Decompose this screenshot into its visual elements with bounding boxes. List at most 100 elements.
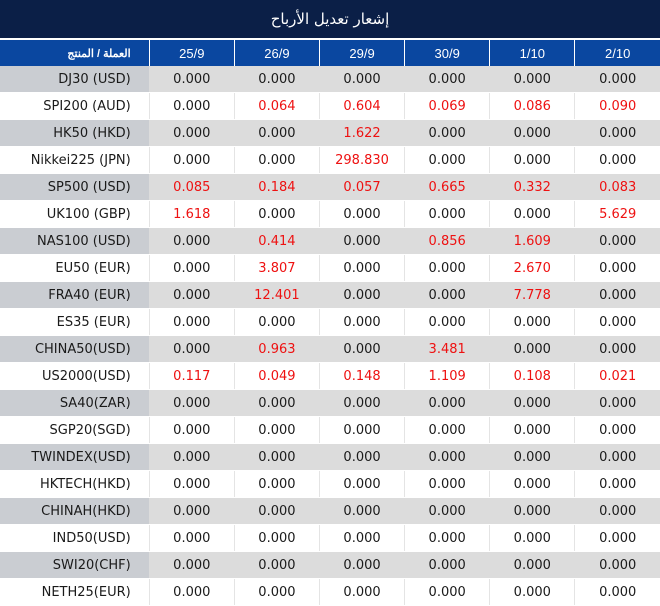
dividend-value: 0.000 <box>404 308 490 336</box>
dividend-value: 0.000 <box>489 308 575 336</box>
table-row: NAS100 (USD) 0.000 0.414 0.000 0.856 1.609 0.0… <box>0 227 660 255</box>
dividend-value: 0.000 <box>489 578 575 606</box>
table-row: SA40(ZAR) 0.000 0.000 0.000 0.000 0.000 0.000 <box>0 389 660 417</box>
product-name: EU50 (EUR) <box>0 254 150 282</box>
dividend-value: 0.000 <box>148 66 235 93</box>
header-date: 25/9 <box>148 40 235 66</box>
dividend-value: 0.000 <box>233 389 320 417</box>
dividend-value: 0.000 <box>489 66 575 93</box>
dividend-value: 0.000 <box>148 254 235 282</box>
dividend-value: 0.000 <box>148 92 235 120</box>
dividend-value: 0.000 <box>318 308 405 336</box>
dividend-value: 0.000 <box>404 200 490 228</box>
table-row: HKTECH(HKD) 0.000 0.000 0.000 0.000 0.000 0.00… <box>0 470 660 498</box>
dividend-value: 0.000 <box>233 551 320 579</box>
product-name: FRA40 (EUR) <box>0 281 150 309</box>
dividend-value: 0.000 <box>148 497 235 525</box>
header-row: العملة / المنتج 25/9 26/9 29/9 30/9 1/10… <box>0 40 660 66</box>
product-name: SGP20(SGD) <box>0 416 150 444</box>
dividend-value: 0.000 <box>318 578 405 606</box>
dividend-value: 0.000 <box>404 66 490 93</box>
dividend-value: 0.000 <box>318 254 405 282</box>
dividend-value: 0.000 <box>233 578 320 606</box>
product-name: DJ30 (USD) <box>0 66 150 93</box>
table-row: SWI20(CHF) 0.000 0.000 0.000 0.000 0.000 0.000 <box>0 551 660 579</box>
dividend-value: 0.117 <box>148 362 235 390</box>
dividend-value: 1.622 <box>318 119 405 147</box>
dividend-value: 2.670 <box>489 254 575 282</box>
dividend-value: 0.000 <box>233 497 320 525</box>
table-row: US2000(USD) 0.117 0.049 0.148 1.109 0.108 0.02… <box>0 362 660 390</box>
dividend-value: 12.401 <box>233 281 320 309</box>
dividend-value: 0.086 <box>489 92 575 120</box>
dividend-value: 0.090 <box>574 92 660 120</box>
dividend-value: 0.000 <box>404 443 490 471</box>
dividend-value: 0.000 <box>574 146 660 174</box>
dividend-value: 0.000 <box>489 416 575 444</box>
product-name: HK50 (HKD) <box>0 119 150 147</box>
product-name: IND50(USD) <box>0 524 150 552</box>
header-product: العملة / المنتج <box>0 40 150 66</box>
dividend-value: 1.609 <box>489 227 575 255</box>
table-row: SP500 (USD) 0.085 0.184 0.057 0.665 0.332 0.08… <box>0 173 660 201</box>
dividend-value: 0.000 <box>318 443 405 471</box>
dividend-value: 0.000 <box>318 524 405 552</box>
dividend-value: 0.000 <box>574 281 660 309</box>
dividend-value: 0.000 <box>574 524 660 552</box>
dividend-value: 0.000 <box>574 66 660 93</box>
product-name: Nikkei225 (JPN) <box>0 146 150 174</box>
dividend-value: 0.000 <box>404 524 490 552</box>
dividend-value: 0.332 <box>489 173 575 201</box>
dividend-value: 0.000 <box>489 200 575 228</box>
dividend-value: 0.000 <box>574 335 660 363</box>
dividend-value: 0.000 <box>318 470 405 498</box>
dividend-value: 0.000 <box>404 281 490 309</box>
dividend-value: 0.000 <box>233 524 320 552</box>
table-row: DJ30 (USD) 0.000 0.000 0.000 0.000 0.000 0.000 <box>0 66 660 93</box>
dividend-value: 0.665 <box>404 173 490 201</box>
dividend-value: 0.000 <box>318 497 405 525</box>
table-row: TWINDEX(USD) 0.000 0.000 0.000 0.000 0.000 0.0… <box>0 443 660 471</box>
header-date: 2/10 <box>574 40 660 66</box>
dividend-value: 0.000 <box>489 524 575 552</box>
dividend-value: 0.085 <box>148 173 235 201</box>
table-row: FRA40 (EUR) 0.000 12.401 0.000 0.000 7.778 0.0… <box>0 281 660 309</box>
dividend-value: 0.108 <box>489 362 575 390</box>
table-body: DJ30 (USD) 0.000 0.000 0.000 0.000 0.000 0.000… <box>0 66 660 606</box>
dividend-value: 0.000 <box>148 470 235 498</box>
dividend-value: 0.000 <box>233 416 320 444</box>
table-row: Nikkei225 (JPN) 0.000 0.000 298.830 0.000 0.0… <box>0 146 660 174</box>
dividend-value: 1.618 <box>148 200 235 228</box>
table-row: NETH25(EUR) 0.000 0.000 0.000 0.000 0.000 0.00… <box>0 578 660 606</box>
dividend-value: 0.000 <box>318 389 405 417</box>
product-name: ES35 (EUR) <box>0 308 150 336</box>
dividend-value: 0.000 <box>574 119 660 147</box>
dividend-value: 0.064 <box>233 92 320 120</box>
dividend-value: 0.000 <box>489 470 575 498</box>
product-name: SP500 (USD) <box>0 173 150 201</box>
dividend-value: 0.000 <box>148 227 235 255</box>
product-name: HKTECH(HKD) <box>0 470 150 498</box>
dividend-value: 0.000 <box>574 389 660 417</box>
table-row: IND50(USD) 0.000 0.000 0.000 0.000 0.000 0.000 <box>0 524 660 552</box>
dividend-value: 0.000 <box>574 443 660 471</box>
table-row: SPI200 (AUD) 0.000 0.064 0.604 0.069 0.086 0.0… <box>0 92 660 120</box>
dividend-value: 7.778 <box>489 281 575 309</box>
header-date: 1/10 <box>489 40 575 66</box>
dividend-value: 0.000 <box>574 308 660 336</box>
product-name: UK100 (GBP) <box>0 200 150 228</box>
panel-title: إشعار تعديل الأرباح <box>0 0 660 40</box>
product-name: SWI20(CHF) <box>0 551 150 579</box>
dividend-value: 0.184 <box>233 173 320 201</box>
dividend-value: 0.000 <box>404 254 490 282</box>
dividend-value: 3.481 <box>404 335 490 363</box>
product-name: SA40(ZAR) <box>0 389 150 417</box>
dividend-value: 0.000 <box>233 66 320 93</box>
table-row: EU50 (EUR) 0.000 3.807 0.000 0.000 2.670 0.000 <box>0 254 660 282</box>
dividend-value: 0.000 <box>148 551 235 579</box>
product-name: TWINDEX(USD) <box>0 443 150 471</box>
dividend-value: 0.000 <box>574 254 660 282</box>
dividend-value: 0.000 <box>233 200 320 228</box>
dividend-value: 0.000 <box>233 308 320 336</box>
